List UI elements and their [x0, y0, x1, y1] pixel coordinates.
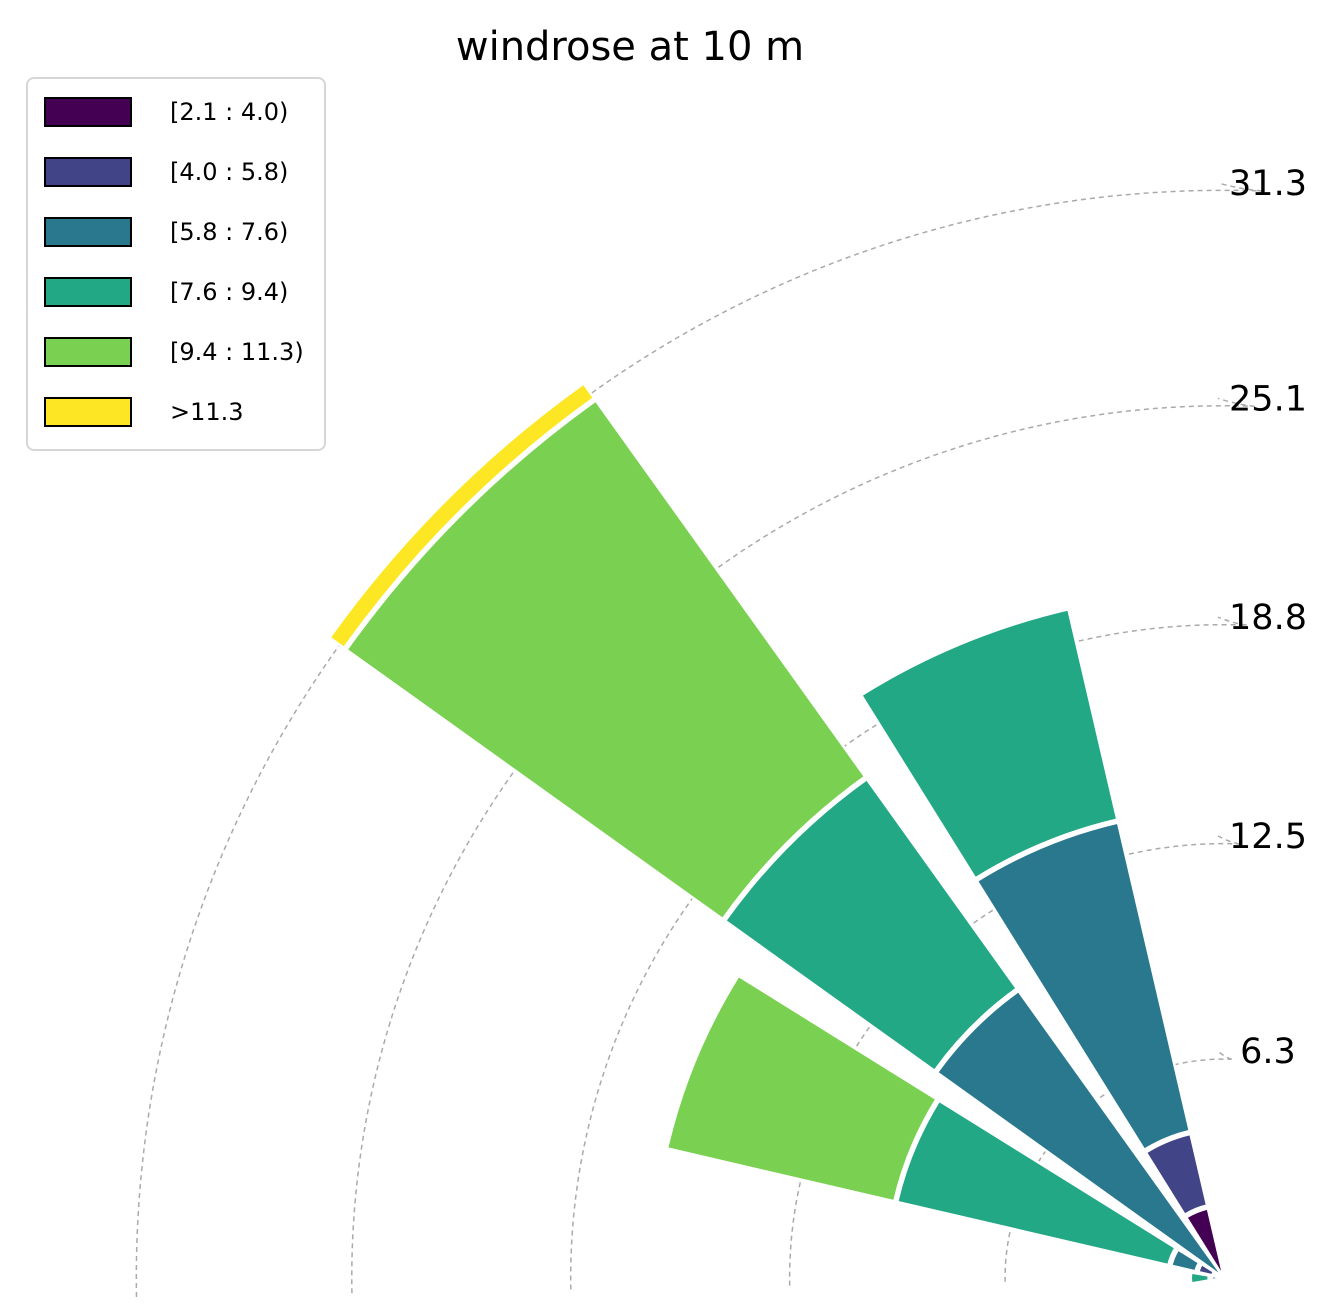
grid-leader [1217, 835, 1240, 845]
legend-label: [7.6 : 9.4) [170, 278, 289, 306]
legend-swatch [44, 157, 132, 187]
sector-segment [859, 607, 1119, 881]
legend-item: [4.0 : 5.8) [44, 155, 288, 189]
sector-segment [665, 974, 939, 1203]
radial-tick-label: 6.3 [1240, 1032, 1296, 1072]
chart-title: windrose at 10 m [456, 24, 804, 70]
wind-sectors [327, 381, 1226, 1285]
sector-segment [344, 398, 867, 921]
grid-circle [570, 623, 1247, 1290]
sector-segment [723, 777, 1019, 1073]
legend: [2.1 : 4.0) [4.0 : 5.8) [5.8 : 7.6) [7.6 : … [26, 77, 326, 451]
legend-swatch [44, 397, 132, 427]
legend-swatch [44, 277, 132, 307]
sector-segment [1189, 1271, 1211, 1285]
grid-leader [1217, 182, 1263, 192]
sector-segment [895, 1098, 1178, 1267]
legend-label: >11.3 [170, 398, 244, 426]
legend-swatch [44, 337, 132, 367]
radial-tick-label: 12.5 [1229, 817, 1307, 857]
legend-item: [2.1 : 4.0) [44, 95, 288, 129]
radial-tick-label: 31.3 [1229, 164, 1307, 204]
legend-label: [2.1 : 4.0) [170, 98, 289, 126]
sector-segment [1144, 1132, 1209, 1217]
radial-tick-labels: 6.3 12.5 18.8 25.1 31.3 [1229, 164, 1307, 1072]
sector-segment [1169, 1247, 1201, 1273]
sector-segment [975, 821, 1192, 1152]
legend-swatch [44, 97, 132, 127]
sector-segment [1196, 1262, 1216, 1277]
grid-circle [351, 405, 1255, 1294]
legend-label: [4.0 : 5.8) [170, 158, 289, 186]
legend-item: >11.3 [44, 395, 244, 429]
legend-label: [9.4 : 11.3) [170, 338, 304, 366]
sector-segment [1184, 1206, 1226, 1279]
grid-leader [1217, 397, 1255, 408]
radial-tick-label: 18.8 [1229, 598, 1307, 638]
legend-item: [7.6 : 9.4) [44, 275, 288, 309]
sector-segment [327, 381, 596, 650]
sector-segment [935, 989, 1226, 1280]
grid-leader [1217, 1050, 1232, 1060]
grid-leader [1217, 616, 1247, 626]
legend-swatch [44, 217, 132, 247]
legend-item: [9.4 : 11.3) [44, 335, 304, 369]
radial-tick-label: 25.1 [1229, 379, 1307, 419]
legend-item: [5.8 : 7.6) [44, 215, 288, 249]
legend-label: [5.8 : 7.6) [170, 218, 289, 246]
